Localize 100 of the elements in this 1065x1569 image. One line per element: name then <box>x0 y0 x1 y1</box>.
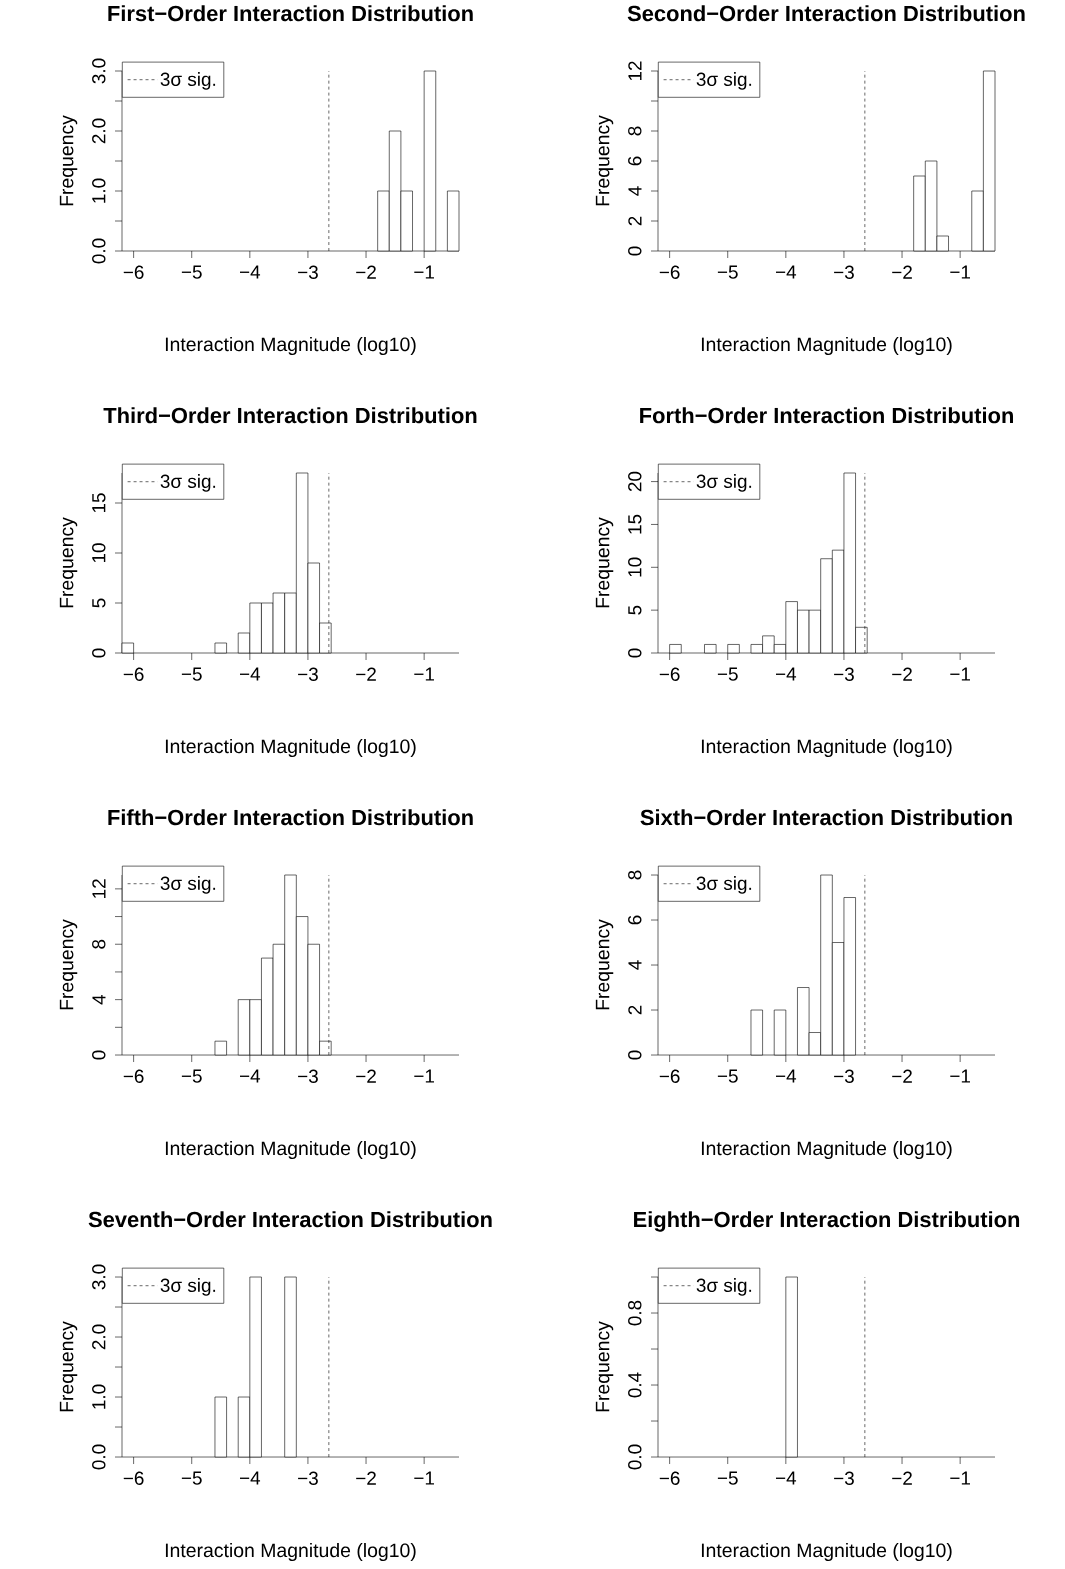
ref-line-label: 3σ sig. <box>696 1278 752 1296</box>
x-tick-label: −3 <box>298 667 318 681</box>
x-tick-label: −3 <box>834 1069 854 1083</box>
y-tick-label: 0 <box>92 648 106 658</box>
x-tick-label: −5 <box>181 1471 202 1485</box>
y-tick-label: 0.0 <box>92 238 106 264</box>
ref-line-label: 3σ sig. <box>696 876 752 894</box>
x-tick-label: −2 <box>892 667 912 681</box>
chart-title: Eighth−Order Interaction Distribution <box>634 1211 1020 1232</box>
x-tick-label: −4 <box>775 1471 797 1485</box>
y-tick-label: 0 <box>92 1050 106 1060</box>
x-tick-label: −6 <box>123 1069 144 1083</box>
x-tick-label: −1 <box>414 1069 434 1083</box>
y-tick-label: 6 <box>628 156 642 166</box>
x-axis-title: Interaction Magnitude (log10) <box>165 1140 416 1160</box>
y-axis-title: Frequency <box>595 919 614 1010</box>
x-tick-label: −4 <box>239 1069 261 1083</box>
chart-title: First−Order Interaction Distribution <box>108 5 473 22</box>
x-tick-label: −3 <box>834 265 854 279</box>
ref-line-label: 3σ sig. <box>160 474 216 492</box>
y-tick-label: 4 <box>628 186 642 196</box>
x-tick-label: −3 <box>298 1471 318 1485</box>
y-tick-label: 12 <box>628 61 642 81</box>
x-tick-label: −1 <box>414 265 434 279</box>
x-axis-title: Interaction Magnitude (log10) <box>701 1542 952 1562</box>
y-axis-title: Frequency <box>59 919 78 1010</box>
y-tick-label: 15 <box>92 493 106 513</box>
y-tick-label: 0 <box>628 648 642 658</box>
x-axis-title: Interaction Magnitude (log10) <box>165 738 416 758</box>
x-axis-title: Interaction Magnitude (log10) <box>701 336 952 356</box>
x-tick-label: −1 <box>414 667 434 681</box>
y-tick-label: 2.0 <box>92 1324 106 1350</box>
x-tick-label: −2 <box>356 1471 376 1485</box>
ref-line-label: 3σ sig. <box>160 1278 216 1296</box>
chart-title: Seventh−Order Interaction Distribution <box>88 1211 492 1228</box>
x-axis-title: Interaction Magnitude (log10) <box>701 738 952 758</box>
x-tick-label: −4 <box>239 1471 261 1485</box>
x-axis-title: Interaction Magnitude (log10) <box>165 1542 416 1562</box>
x-tick-label: −5 <box>717 265 738 279</box>
y-tick-label: 20 <box>628 471 642 492</box>
ref-line-label: 3σ sig. <box>160 72 216 90</box>
y-tick-label: 0 <box>628 1050 642 1060</box>
chart-title: Fifth−Order Interaction Distribution <box>108 809 473 826</box>
x-tick-label: −4 <box>239 667 261 681</box>
x-tick-label: −4 <box>775 1069 797 1083</box>
x-tick-label: −1 <box>414 1471 434 1485</box>
x-tick-label: −1 <box>950 1471 970 1485</box>
ref-line-label: 3σ sig. <box>696 72 752 90</box>
chart-title: Second−Order Interaction Distribution <box>627 5 1025 22</box>
x-tick-label: −2 <box>892 1069 912 1083</box>
y-tick-label: 0.0 <box>92 1444 106 1470</box>
x-tick-label: −6 <box>659 1471 680 1485</box>
y-tick-label: 8 <box>628 126 642 136</box>
x-tick-label: −2 <box>356 667 376 681</box>
x-tick-label: −4 <box>239 265 261 279</box>
ref-line-label: 3σ sig. <box>696 474 752 492</box>
x-tick-label: −2 <box>892 1471 912 1485</box>
y-tick-label: 3.0 <box>92 58 106 84</box>
y-tick-label: 4 <box>92 994 106 1005</box>
y-tick-label: 0.8 <box>628 1300 642 1326</box>
y-axis-title: Frequency <box>59 1321 78 1412</box>
x-tick-label: −1 <box>950 667 970 681</box>
x-tick-label: −2 <box>356 265 376 279</box>
x-tick-label: −3 <box>834 1471 854 1485</box>
y-axis-title: Frequency <box>59 115 78 206</box>
y-axis-title: Frequency <box>595 517 614 608</box>
y-tick-label: 8 <box>92 939 106 949</box>
y-tick-label: 10 <box>92 543 106 563</box>
x-tick-label: −3 <box>298 265 318 279</box>
x-tick-label: −2 <box>356 1069 376 1083</box>
y-tick-label: 1.0 <box>92 1384 106 1409</box>
y-tick-label: 2 <box>628 1005 642 1015</box>
x-axis-title: Interaction Magnitude (log10) <box>701 1140 952 1160</box>
ref-line-label: 3σ sig. <box>160 876 216 894</box>
x-tick-label: −6 <box>659 1069 680 1083</box>
x-tick-label: −5 <box>181 265 202 279</box>
chart-title: Forth−Order Interaction Distribution <box>640 407 1013 424</box>
y-axis-title: Frequency <box>595 1321 614 1412</box>
x-tick-label: −4 <box>775 667 797 681</box>
x-tick-label: −6 <box>659 265 680 279</box>
x-tick-label: −1 <box>950 1069 970 1083</box>
x-tick-label: −2 <box>892 265 912 279</box>
y-tick-label: 15 <box>628 514 642 534</box>
y-tick-label: 12 <box>92 879 106 898</box>
y-tick-label: 0.4 <box>628 1372 642 1398</box>
y-tick-label: 5 <box>628 605 642 615</box>
x-tick-label: −5 <box>717 667 738 681</box>
x-tick-label: −1 <box>950 265 970 279</box>
x-tick-label: −6 <box>123 265 144 279</box>
x-tick-label: −6 <box>123 667 144 681</box>
y-tick-label: 0.0 <box>628 1444 642 1470</box>
x-tick-label: −5 <box>717 1471 738 1485</box>
chart-title: Third−Order Interaction Distribution <box>103 407 477 424</box>
y-tick-label: 3.0 <box>92 1264 106 1290</box>
y-tick-label: 1.0 <box>92 178 106 203</box>
y-tick-label: 6 <box>628 915 642 925</box>
y-axis-title: Frequency <box>59 517 78 608</box>
y-tick-label: 8 <box>628 870 642 880</box>
y-tick-label: 2.0 <box>92 118 106 144</box>
y-tick-label: 10 <box>628 557 642 577</box>
